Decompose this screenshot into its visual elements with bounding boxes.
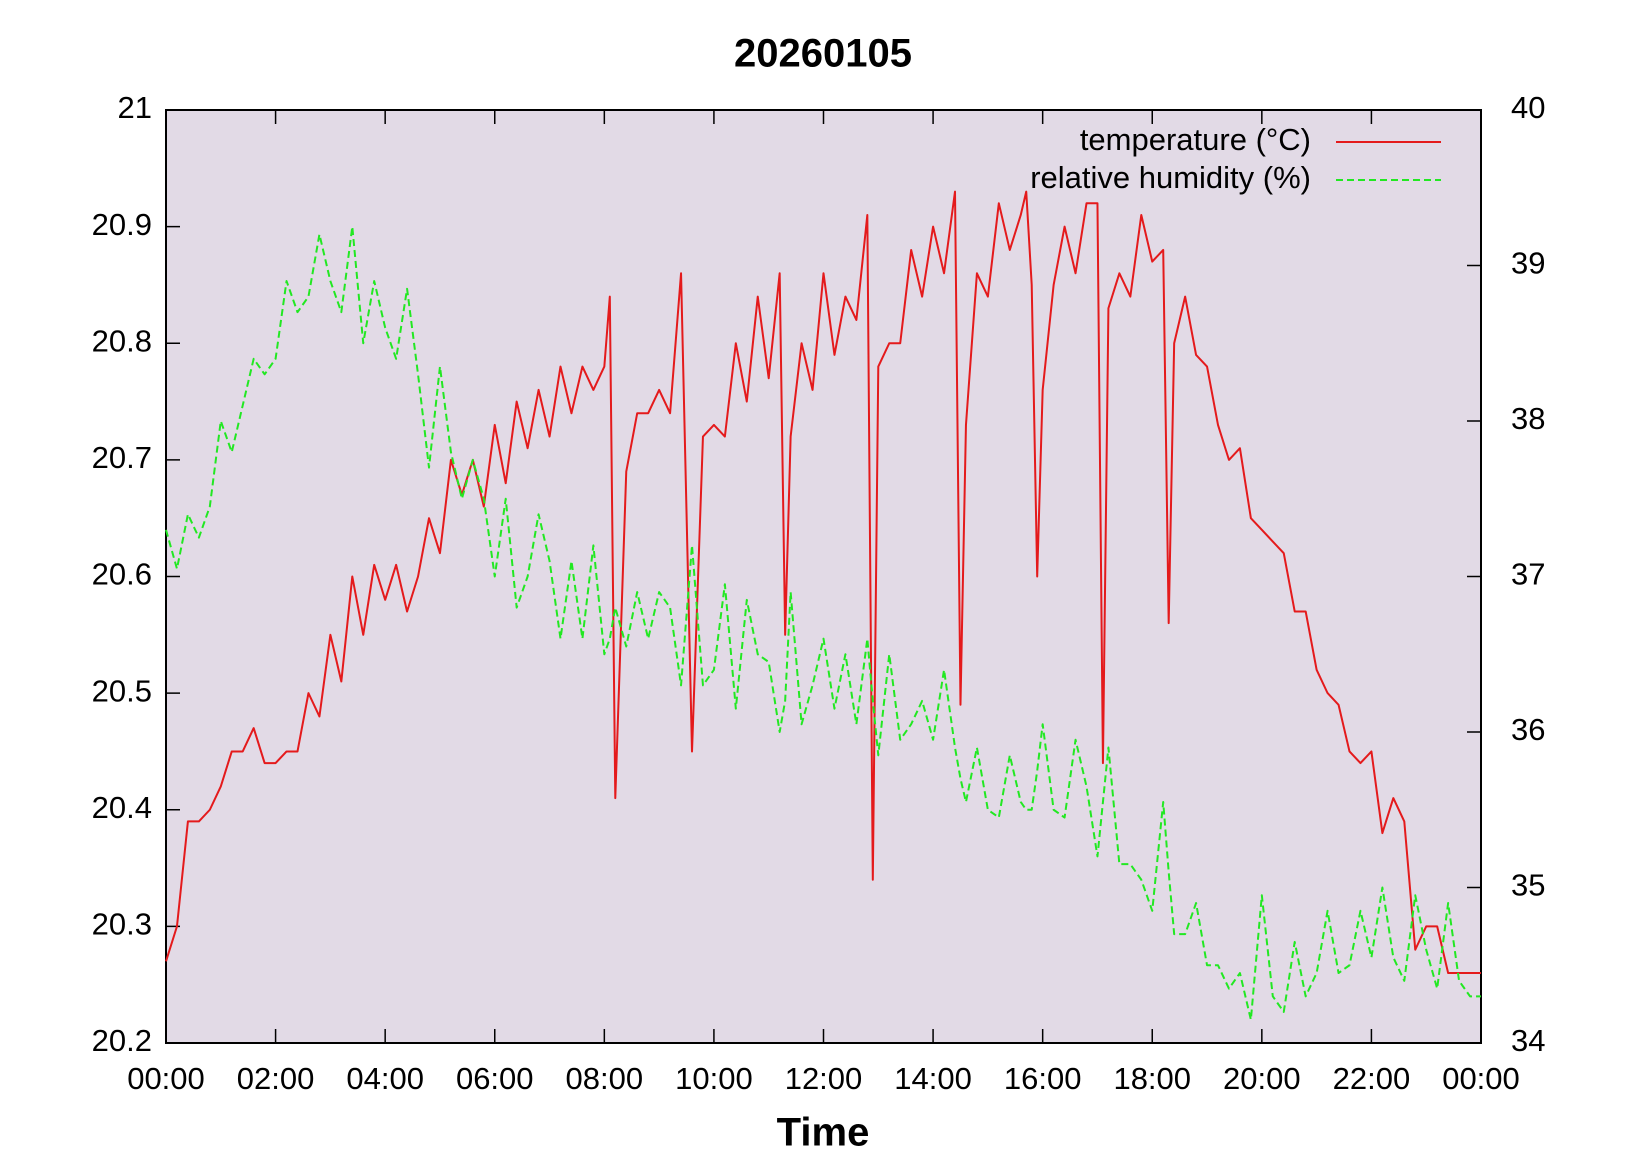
y2-tick-label: 37: [1511, 557, 1545, 592]
legend-label: temperature (°C): [1080, 122, 1311, 157]
y-tick-label: 20.9: [92, 207, 152, 242]
x-tick-label: 14:00: [894, 1061, 972, 1096]
x-tick-label: 18:00: [1113, 1061, 1191, 1096]
x-tick-label: 12:00: [785, 1061, 863, 1096]
y-tick-label: 20.2: [92, 1023, 152, 1058]
x-tick-label: 02:00: [237, 1061, 315, 1096]
x-tick-label: 20:00: [1223, 1061, 1301, 1096]
plot-frame: [165, 109, 1482, 1044]
legend-label: relative humidity (%): [1030, 160, 1311, 195]
x-tick-label: 22:00: [1333, 1061, 1411, 1096]
y2-tick-label: 40: [1511, 90, 1545, 125]
chart-title: 20260105: [734, 32, 912, 76]
series-line: [165, 225, 1481, 1021]
plot-background: [166, 110, 1481, 1043]
series-line: [165, 190, 1481, 975]
y-tick-label: 20.5: [92, 673, 152, 708]
y2-tick-label: 38: [1511, 401, 1545, 436]
y-tick-label: 20.7: [92, 440, 152, 475]
y2-tick-label: 36: [1511, 712, 1545, 747]
y2-tick-label: 35: [1511, 868, 1545, 903]
y-tick-label: 20.3: [92, 907, 152, 942]
y-tick-label: 21: [118, 90, 152, 125]
x-tick-label: 06:00: [456, 1061, 534, 1096]
x-tick-label: 10:00: [675, 1061, 753, 1096]
x-tick-label: 08:00: [566, 1061, 644, 1096]
y2-tick-label: 34: [1511, 1023, 1545, 1058]
x-axis-label: Time: [777, 1111, 870, 1155]
x-tick-label: 00:00: [127, 1061, 205, 1096]
x-tick-label: 04:00: [346, 1061, 424, 1096]
x-tick-label: 00:00: [1442, 1061, 1520, 1096]
y-tick-label: 20.8: [92, 323, 152, 358]
x-tick-label: 16:00: [1004, 1061, 1082, 1096]
y-tick-label: 20.6: [92, 557, 152, 592]
y2-tick-label: 39: [1511, 246, 1545, 281]
y-tick-label: 20.4: [92, 790, 152, 825]
